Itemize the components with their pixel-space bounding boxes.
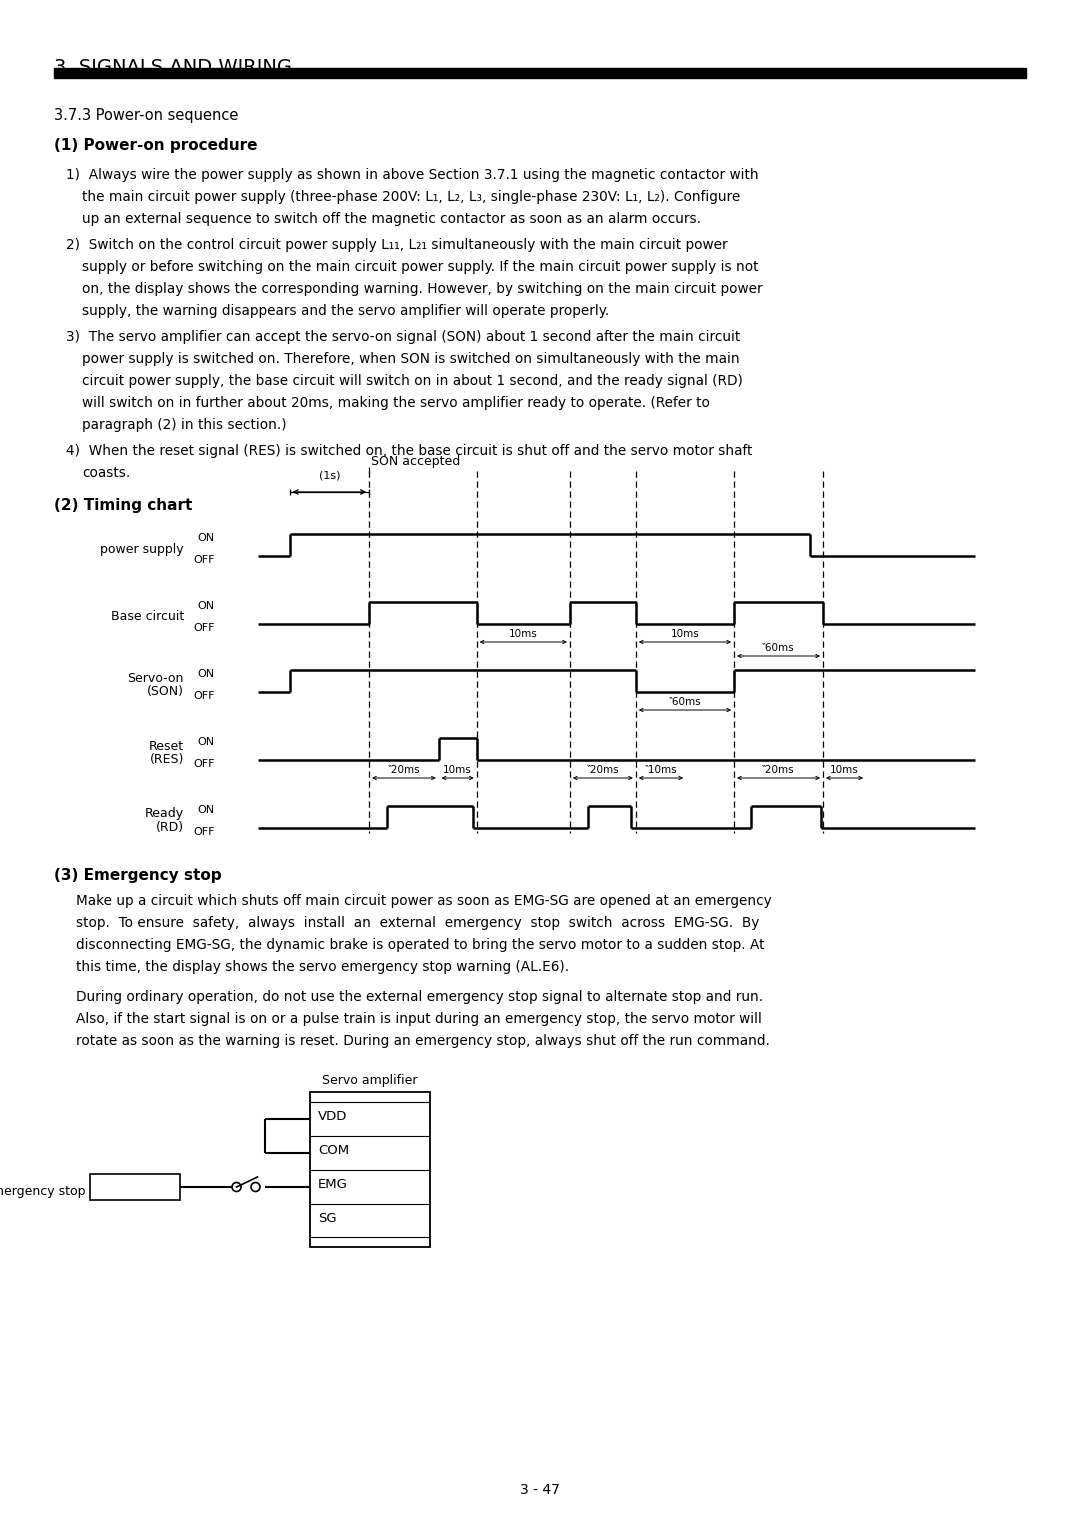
Text: Make up a circuit which shuts off main circuit power as soon as EMG-SG are opene: Make up a circuit which shuts off main c… xyxy=(76,894,772,908)
Text: the main circuit power supply (three-phase 200V: L₁, L₂, L₃, single-phase 230V: : the main circuit power supply (three-pha… xyxy=(82,189,740,205)
Text: ‶60ms: ‶60ms xyxy=(669,697,701,707)
Text: 10ms: 10ms xyxy=(671,630,700,639)
Text: OFF: OFF xyxy=(193,759,215,769)
Text: (SON): (SON) xyxy=(147,686,184,698)
Text: (2) Timing chart: (2) Timing chart xyxy=(54,498,192,513)
Text: ON: ON xyxy=(198,669,215,678)
Text: ‶60ms: ‶60ms xyxy=(762,643,795,652)
Text: Emergency stop: Emergency stop xyxy=(0,1184,85,1198)
Text: VDD: VDD xyxy=(318,1109,348,1123)
Text: During ordinary operation, do not use the external emergency stop signal to alte: During ordinary operation, do not use th… xyxy=(76,990,764,1004)
Text: OFF: OFF xyxy=(193,555,215,565)
Text: circuit power supply, the base circuit will switch on in about 1 second, and the: circuit power supply, the base circuit w… xyxy=(82,374,743,388)
Text: this time, the display shows the servo emergency stop warning (AL.E6).: this time, the display shows the servo e… xyxy=(76,960,569,973)
Text: paragraph (2) in this section.): paragraph (2) in this section.) xyxy=(82,419,286,432)
Text: ‶10ms: ‶10ms xyxy=(645,766,677,775)
Text: 2)  Switch on the control circuit power supply L₁₁, L₂₁ simultaneously with the : 2) Switch on the control circuit power s… xyxy=(66,238,728,252)
Text: ON: ON xyxy=(198,533,215,542)
Text: on, the display shows the corresponding warning. However, by switching on the ma: on, the display shows the corresponding … xyxy=(82,283,762,296)
Text: 3. SIGNALS AND WIRING: 3. SIGNALS AND WIRING xyxy=(54,58,292,76)
Text: (RES): (RES) xyxy=(150,753,184,767)
Text: Servo-on: Servo-on xyxy=(127,671,184,685)
Text: (1s): (1s) xyxy=(319,471,340,481)
Text: 10ms: 10ms xyxy=(509,630,538,639)
Bar xyxy=(310,1093,430,1247)
Text: 3)  The servo amplifier can accept the servo-on signal (SON) about 1 second afte: 3) The servo amplifier can accept the se… xyxy=(66,330,740,344)
Text: power supply: power supply xyxy=(100,542,184,556)
Text: power supply is switched on. Therefore, when SON is switched on simultaneously w: power supply is switched on. Therefore, … xyxy=(82,351,740,367)
Text: OFF: OFF xyxy=(193,827,215,837)
Text: Ready: Ready xyxy=(145,807,184,821)
Text: coasts.: coasts. xyxy=(82,466,131,480)
Text: ‶20ms: ‶20ms xyxy=(762,766,795,775)
Text: will switch on in further about 20ms, making the servo amplifier ready to operat: will switch on in further about 20ms, ma… xyxy=(82,396,710,410)
Text: supply or before switching on the main circuit power supply. If the main circuit: supply or before switching on the main c… xyxy=(82,260,758,274)
Text: 3.7.3 Power-on sequence: 3.7.3 Power-on sequence xyxy=(54,108,239,122)
Text: (1) Power-on procedure: (1) Power-on procedure xyxy=(54,138,257,153)
Text: up an external sequence to switch off the magnetic contactor as soon as an alarm: up an external sequence to switch off th… xyxy=(82,212,701,226)
Text: ON: ON xyxy=(198,601,215,611)
Text: ‶20ms: ‶20ms xyxy=(388,766,420,775)
Text: rotate as soon as the warning is reset. During an emergency stop, always shut of: rotate as soon as the warning is reset. … xyxy=(76,1034,770,1048)
Text: (RD): (RD) xyxy=(156,822,184,834)
Text: ON: ON xyxy=(198,736,215,747)
Text: ‶20ms: ‶20ms xyxy=(586,766,619,775)
Text: Servo amplifier: Servo amplifier xyxy=(322,1074,418,1086)
Text: 1)  Always wire the power supply as shown in above Section 3.7.1 using the magne: 1) Always wire the power supply as shown… xyxy=(66,168,758,182)
Text: stop.  To ensure  safety,  always  install  an  external  emergency  stop  switc: stop. To ensure safety, always install a… xyxy=(76,915,759,931)
Text: 10ms: 10ms xyxy=(831,766,859,775)
Text: OFF: OFF xyxy=(193,691,215,701)
Text: Reset: Reset xyxy=(149,740,184,752)
Text: Also, if the start signal is on or a pulse train is input during an emergency st: Also, if the start signal is on or a pul… xyxy=(76,1012,761,1025)
Text: disconnecting EMG-SG, the dynamic brake is operated to bring the servo motor to : disconnecting EMG-SG, the dynamic brake … xyxy=(76,938,765,952)
Text: 3 - 47: 3 - 47 xyxy=(521,1484,559,1497)
Text: supply, the warning disappears and the servo amplifier will operate properly.: supply, the warning disappears and the s… xyxy=(82,304,609,318)
Text: SON accepted: SON accepted xyxy=(372,455,460,468)
Text: 10ms: 10ms xyxy=(443,766,472,775)
Text: (3) Emergency stop: (3) Emergency stop xyxy=(54,868,221,883)
Text: SG: SG xyxy=(318,1212,337,1224)
Bar xyxy=(54,69,1026,78)
Text: EMG: EMG xyxy=(318,1178,348,1190)
Text: COM: COM xyxy=(318,1143,349,1157)
Text: 4)  When the reset signal (RES) is switched on, the base circuit is shut off and: 4) When the reset signal (RES) is switch… xyxy=(66,445,753,458)
Text: ON: ON xyxy=(198,805,215,814)
Text: OFF: OFF xyxy=(193,623,215,633)
Bar xyxy=(90,1174,180,1199)
Text: Base circuit: Base circuit xyxy=(111,611,184,623)
